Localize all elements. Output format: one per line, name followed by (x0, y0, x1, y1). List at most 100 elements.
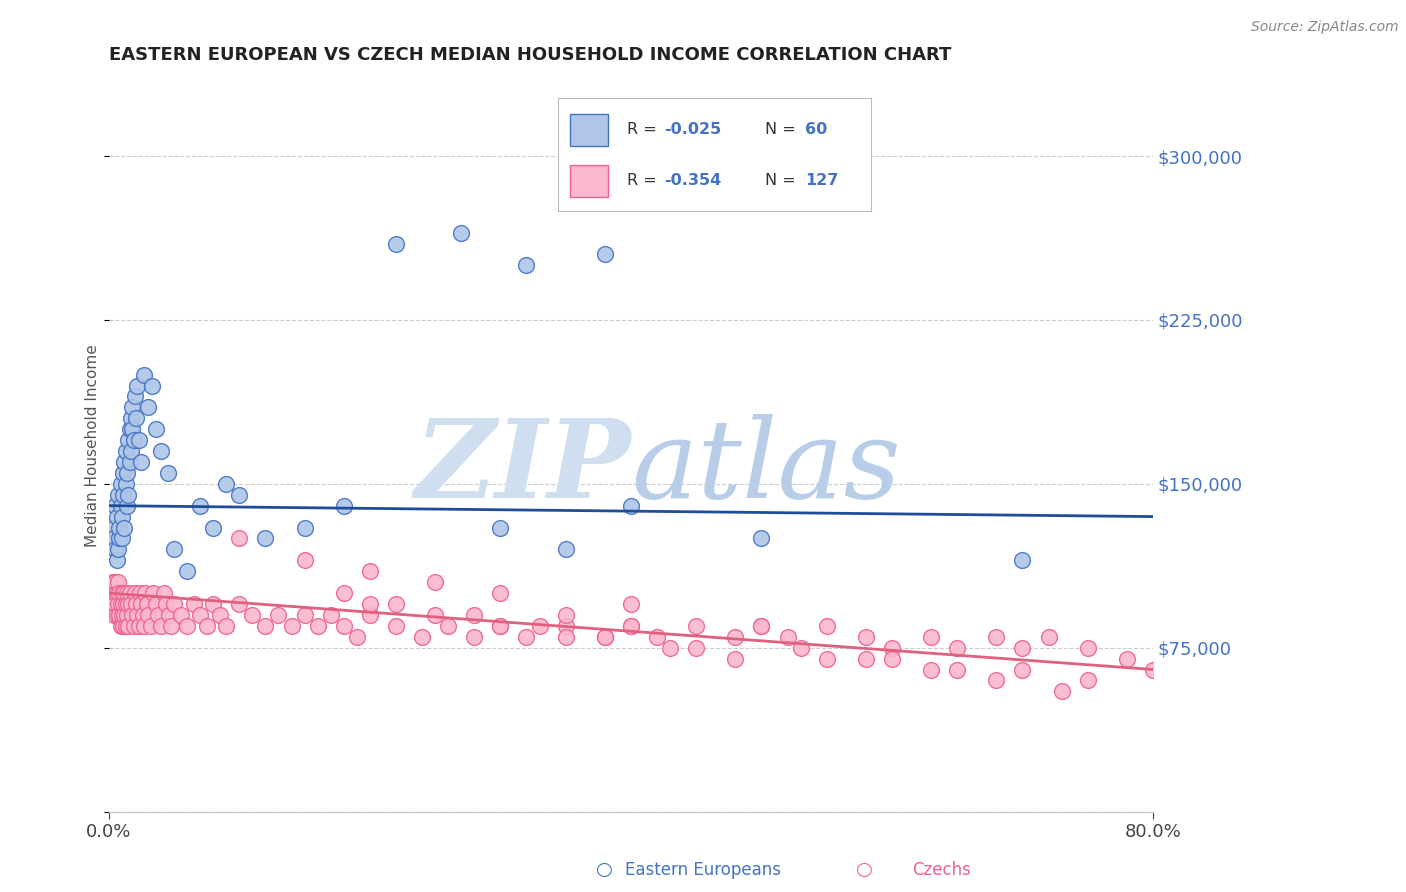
Point (169, 607, 191, 622)
Point (463, 630, 485, 644)
Point (593, 630, 616, 644)
Point (132, 619, 155, 633)
Point (554, 630, 576, 644)
Point (751, 619, 773, 633)
Point (332, 619, 354, 633)
Point (107, 488, 129, 502)
Point (188, 607, 211, 622)
Point (112, 466, 135, 480)
Point (152, 586, 174, 600)
Y-axis label: Median Household Income: Median Household Income (86, 344, 100, 547)
Point (103, 586, 125, 600)
Point (751, 532, 773, 546)
Text: Source: ZipAtlas.com: Source: ZipAtlas.com (1251, 20, 1399, 34)
Point (108, 586, 131, 600)
Point (515, 258, 537, 272)
Point (254, 532, 277, 546)
Point (489, 586, 512, 600)
Text: atlas: atlas (631, 414, 900, 521)
Point (114, 444, 136, 458)
Point (110, 499, 132, 513)
Point (101, 520, 124, 534)
Point (108, 607, 131, 622)
Point (855, 651, 877, 665)
Point (1077, 673, 1099, 688)
Point (120, 444, 142, 458)
Point (149, 619, 172, 633)
Point (125, 597, 148, 611)
Point (101, 597, 124, 611)
Point (128, 433, 150, 447)
Point (359, 607, 381, 622)
Point (112, 597, 135, 611)
Point (855, 630, 877, 644)
Point (155, 597, 177, 611)
Point (195, 619, 218, 633)
Point (141, 378, 163, 392)
Point (450, 226, 472, 240)
Point (789, 640, 811, 655)
Text: Czechs: Czechs (912, 861, 972, 879)
Point (346, 630, 368, 644)
Point (267, 607, 290, 622)
Point (115, 499, 138, 513)
Point (115, 466, 138, 480)
Point (148, 607, 170, 622)
Point (620, 499, 643, 513)
Point (114, 619, 136, 633)
Point (135, 597, 157, 611)
Point (685, 640, 707, 655)
Point (149, 444, 172, 458)
Point (112, 619, 135, 633)
Point (176, 619, 198, 633)
Point (108, 532, 131, 546)
Point (111, 509, 134, 524)
Point (127, 607, 149, 622)
Point (100, 586, 122, 600)
Point (319, 607, 342, 622)
Point (110, 597, 132, 611)
Point (529, 619, 551, 633)
Point (215, 619, 238, 633)
Point (132, 607, 155, 622)
Point (121, 401, 143, 415)
Point (332, 586, 354, 600)
Point (114, 597, 136, 611)
Point (1011, 663, 1033, 677)
Point (122, 433, 145, 447)
Point (122, 619, 145, 633)
Point (1038, 630, 1060, 644)
Point (228, 532, 250, 546)
Point (986, 630, 1008, 644)
Point (176, 564, 198, 578)
Point (332, 499, 354, 513)
Point (1142, 663, 1164, 677)
Point (946, 663, 969, 677)
Point (105, 586, 128, 600)
Point (620, 619, 643, 633)
Point (385, 236, 408, 251)
Point (163, 597, 186, 611)
Point (554, 619, 576, 633)
Text: ZIP: ZIP (415, 414, 631, 521)
Text: ○: ○ (856, 860, 873, 880)
Point (118, 586, 141, 600)
Point (294, 553, 316, 567)
Point (124, 586, 146, 600)
Point (121, 607, 143, 622)
Point (101, 575, 124, 590)
Point (125, 411, 148, 425)
Point (131, 455, 153, 469)
Point (111, 586, 134, 600)
Point (117, 597, 139, 611)
Point (188, 499, 211, 513)
Point (139, 619, 162, 633)
Point (254, 619, 277, 633)
Point (202, 597, 225, 611)
Point (105, 509, 128, 524)
Point (132, 368, 155, 382)
Point (131, 597, 153, 611)
Point (136, 607, 159, 622)
Point (489, 619, 512, 633)
Point (751, 619, 773, 633)
